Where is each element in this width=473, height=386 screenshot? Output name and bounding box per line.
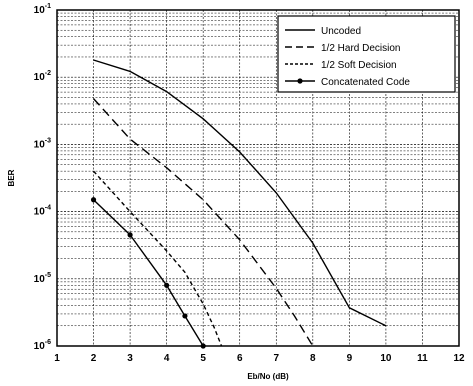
x-tick-label: 2: [91, 353, 97, 364]
legend-entry-label: Uncoded: [321, 26, 361, 37]
y-tick-label: 10-5: [34, 272, 51, 285]
series-point: [182, 313, 188, 319]
x-tick-label: 7: [273, 353, 279, 364]
y-tick-label: 10-1: [34, 3, 51, 16]
legend-box: [277, 15, 456, 93]
legend-entry-label: Concatenated Code: [321, 77, 410, 88]
x-tick-label: 9: [347, 353, 353, 364]
y-tick-label: 10-4: [34, 205, 51, 218]
y-axis-label: BER: [7, 169, 16, 186]
series-line-1: [92, 98, 314, 347]
series-lines: [90, 59, 387, 349]
series-point: [164, 282, 170, 288]
y-tick-label: 10-6: [34, 339, 51, 352]
plot-area-frame: [56, 9, 460, 347]
legend: Uncoded 1/2 Hard Decision 1/2 Soft Decisio…: [277, 15, 456, 93]
x-tick-label: 1: [54, 353, 60, 364]
x-tick-label: 12: [453, 353, 465, 364]
x-tick-label: 10: [380, 353, 392, 364]
legend-entry-label: 1/2 Hard Decision: [321, 43, 400, 54]
x-tick-label: 5: [200, 353, 206, 364]
x-tick-label: 8: [310, 353, 316, 364]
x-tick-label: 6: [237, 353, 243, 364]
x-tick-label: 11: [417, 353, 428, 364]
y-tick-label: 10-2: [34, 70, 51, 83]
series-point: [127, 232, 133, 238]
series-point: [90, 197, 97, 203]
series-point: [200, 343, 206, 349]
series-line-0: [93, 59, 387, 327]
legend-marker: [297, 78, 303, 84]
x-tick-label: 4: [164, 353, 170, 364]
y-tick-label: 10-3: [34, 137, 51, 150]
series-line-2: [92, 170, 223, 347]
x-axis-label: Eb/No (dB): [247, 372, 289, 381]
legend-entry-label: 1/2 Soft Decision: [321, 60, 397, 71]
x-tick-label: 3: [127, 353, 133, 364]
series-line-3: [93, 199, 204, 347]
